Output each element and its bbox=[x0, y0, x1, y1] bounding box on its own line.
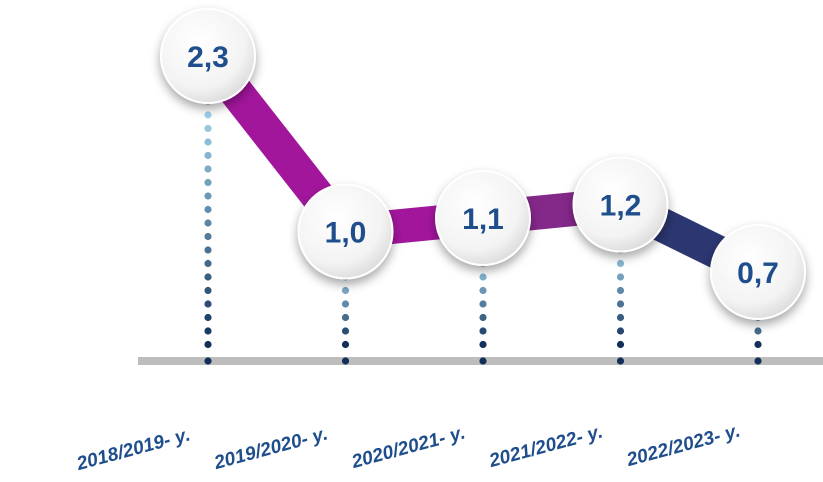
bubble-circle bbox=[710, 224, 806, 320]
drop-dot bbox=[204, 111, 212, 119]
drop-dot bbox=[341, 327, 350, 335]
drop-dot bbox=[204, 246, 212, 254]
data-label: 0,7 bbox=[737, 257, 779, 290]
x-tick-labels: 2018/2019- y. 2019/2020- y. 2020/2021- y. 2… bbox=[74, 420, 743, 475]
data-label: 1,0 bbox=[325, 217, 367, 250]
x-tick-label: 2019/2020- y. bbox=[211, 423, 330, 474]
bubble-circle bbox=[572, 156, 669, 253]
drop-dot bbox=[204, 138, 212, 146]
drop-dot bbox=[204, 192, 212, 200]
drop-dot bbox=[341, 340, 350, 349]
drop-dot bbox=[616, 340, 625, 349]
drop-line bbox=[204, 84, 212, 365]
drop-dot bbox=[204, 178, 212, 187]
value-bubble: 1,1 bbox=[435, 170, 531, 266]
x-tick-label: 2021/2022- y. bbox=[486, 421, 605, 472]
drop-dot bbox=[341, 313, 350, 322]
drop-dot bbox=[479, 327, 487, 335]
drop-dot bbox=[616, 313, 625, 322]
drop-dot bbox=[204, 205, 212, 214]
x-tick-label: 2020/2021- y. bbox=[349, 422, 468, 473]
drop-dot bbox=[204, 357, 212, 365]
drop-dot bbox=[754, 357, 762, 365]
drop-dot bbox=[204, 165, 212, 173]
drop-dot bbox=[204, 327, 212, 335]
drop-dot bbox=[204, 300, 212, 308]
drop-dot bbox=[204, 259, 212, 268]
drop-dot bbox=[616, 357, 625, 365]
drop-dot bbox=[204, 286, 212, 295]
drop-dot bbox=[204, 124, 212, 133]
drop-dot bbox=[204, 273, 212, 281]
drop-dot bbox=[479, 313, 487, 322]
bubble-circle bbox=[297, 183, 394, 280]
drop-dot bbox=[616, 286, 625, 295]
x-tick-label: 2022/2023- y. bbox=[624, 420, 743, 471]
drop-dot bbox=[204, 151, 212, 160]
value-bubble: 1,2 bbox=[572, 156, 669, 253]
drop-dot bbox=[479, 357, 487, 365]
drop-dot bbox=[204, 340, 212, 349]
value-bubble: 2,3 bbox=[160, 8, 256, 104]
bubble-circle bbox=[160, 8, 256, 104]
drop-line bbox=[616, 232, 625, 365]
drop-dot bbox=[204, 232, 212, 241]
data-label: 1,1 bbox=[462, 203, 504, 236]
data-label: 2,3 bbox=[187, 41, 229, 74]
drop-dot bbox=[616, 273, 625, 281]
drop-dot bbox=[616, 300, 625, 308]
value-bubble: 1,0 bbox=[297, 183, 394, 280]
x-tick-label: 2018/2019- y. bbox=[74, 424, 193, 475]
drop-dot bbox=[341, 357, 350, 365]
drop-dot bbox=[479, 273, 487, 281]
drop-dot bbox=[479, 300, 487, 308]
drop-dot bbox=[204, 219, 212, 227]
drop-dot bbox=[479, 286, 487, 295]
drop-dot bbox=[616, 327, 625, 335]
drop-dot bbox=[479, 340, 487, 349]
value-bubble: 0,7 bbox=[710, 224, 806, 320]
drop-dot bbox=[616, 259, 625, 268]
drop-dot bbox=[754, 340, 762, 349]
data-label: 1,2 bbox=[600, 190, 642, 223]
drop-dot bbox=[204, 313, 212, 322]
drop-dot bbox=[754, 327, 762, 335]
value-bubbles: 2,3 1,0 1,1 1,2 0,7 bbox=[160, 8, 806, 320]
drop-dot bbox=[341, 286, 350, 295]
drop-dot bbox=[341, 300, 350, 308]
bubble-circle bbox=[435, 170, 531, 266]
